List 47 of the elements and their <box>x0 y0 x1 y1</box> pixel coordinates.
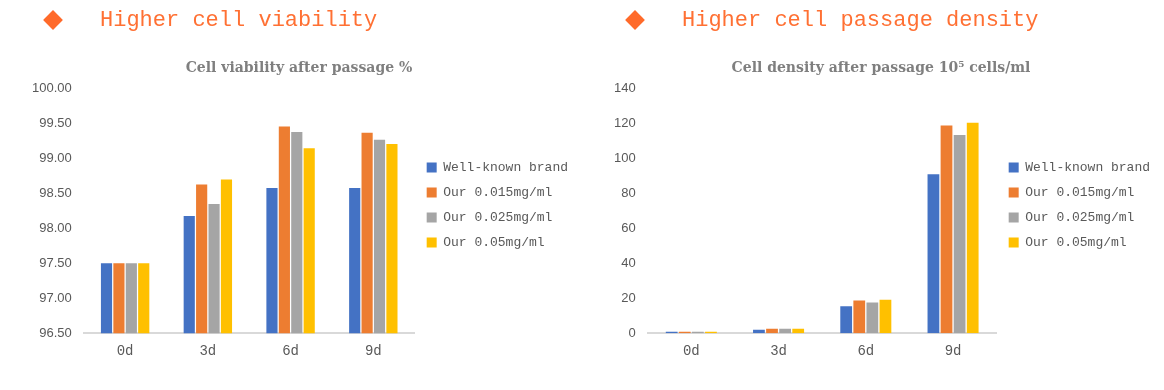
bar <box>966 122 979 334</box>
bar <box>879 299 892 334</box>
bar <box>779 328 791 334</box>
y-tick-label: 99.50 <box>39 115 72 131</box>
chart-title: Higher cell viability <box>100 7 378 33</box>
y-tick-label: 96.50 <box>39 324 72 340</box>
x-tick-label: 6d <box>282 343 299 360</box>
legend-label: Our 0.025mg/ml <box>1025 209 1135 225</box>
legend-label: Our 0.015mg/ml <box>443 184 553 200</box>
y-tick-label: 60 <box>621 220 636 236</box>
y-tick-label: 97.50 <box>39 254 72 270</box>
legend-label: Our 0.05mg/ml <box>1025 234 1127 250</box>
legend-label: Our 0.015mg/ml <box>1025 184 1135 200</box>
x-tick-label: 0d <box>116 343 134 360</box>
y-tick-label: 97.00 <box>39 289 72 305</box>
legend-label: Our 0.05mg/ml <box>443 234 545 250</box>
y-tick-label: 100.00 <box>32 80 72 96</box>
bar <box>953 134 966 334</box>
y-tick-label: 140 <box>613 80 636 96</box>
chart-subtitle: Cell density after passage 10⁵ cells/ml <box>731 59 1031 76</box>
x-tick-label: 3d <box>199 343 217 360</box>
bar <box>840 306 853 334</box>
legend-label: Our 0.025mg/ml <box>443 209 553 225</box>
y-tick-label: 20 <box>621 289 636 305</box>
y-tick-label: 120 <box>613 115 636 131</box>
x-tick-label: 9d <box>364 343 382 360</box>
y-tick-label: 98.00 <box>39 220 72 236</box>
x-tick-label: 0d <box>682 343 700 360</box>
x-tick-label: 3d <box>770 343 787 360</box>
y-tick-label: 40 <box>621 254 636 270</box>
y-tick-label: 98.50 <box>39 185 72 201</box>
chart-subtitle: Cell viability after passage % <box>185 59 413 76</box>
bar <box>853 300 866 334</box>
y-tick-label: 80 <box>621 185 636 201</box>
y-tick-label: 0 <box>628 324 636 340</box>
bar <box>927 174 940 334</box>
x-tick-label: 9d <box>944 343 962 360</box>
bar <box>792 328 805 334</box>
x-tick-label: 6d <box>857 343 875 360</box>
legend-label: Well-known brand <box>1025 159 1151 175</box>
bar <box>866 302 879 334</box>
y-tick-label: 100 <box>613 150 636 166</box>
y-tick-label: 99.00 <box>39 150 72 166</box>
legend-label: Well-known brand <box>443 159 569 175</box>
chart-title: Higher cell passage density <box>682 7 1039 33</box>
bar <box>766 328 778 334</box>
bar <box>940 125 953 334</box>
